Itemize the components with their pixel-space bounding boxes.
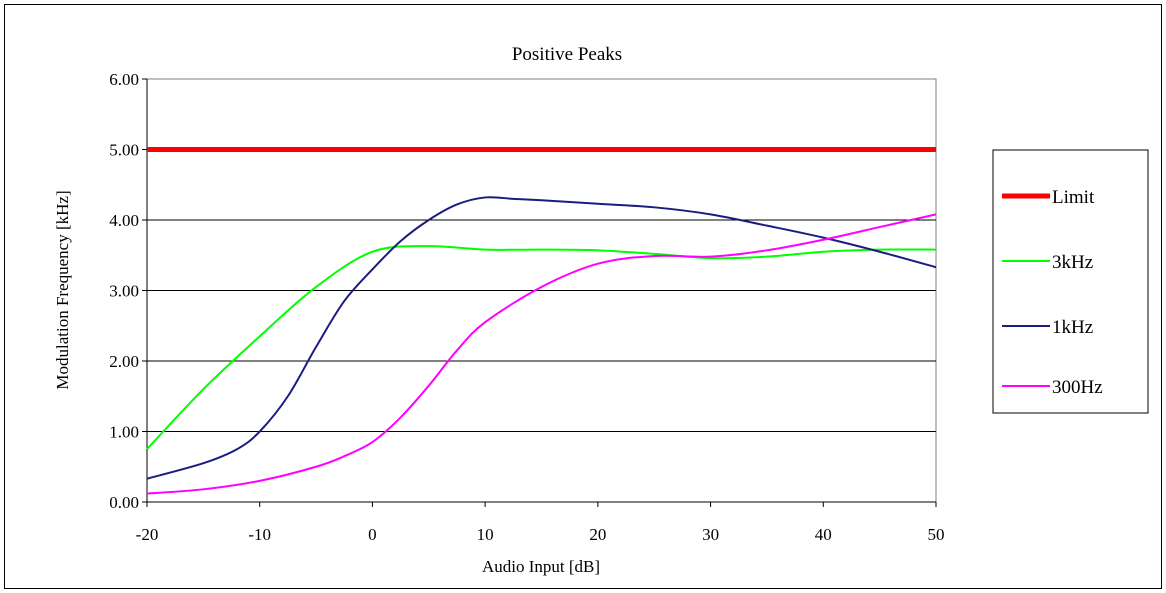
y-tick-label: 2.00 [109,352,139,371]
x-tick-label: 40 [815,525,832,544]
y-tick-label: 5.00 [109,141,139,160]
x-axis-ticks: -20 -10 0 10 20 30 40 50 [136,501,945,544]
x-tick-label: -10 [248,525,271,544]
x-axis-label: Audio Input [dB] [482,557,600,576]
y-tick-label: 1.00 [109,423,139,442]
y-tick-label: 4.00 [109,211,139,230]
x-tick-label: 50 [928,525,945,544]
x-tick-label: 20 [589,525,606,544]
x-tick-label: 0 [368,525,377,544]
y-tick-label: 6.00 [109,70,139,89]
series-line-3khz [146,245,937,450]
x-tick-label: 10 [477,525,494,544]
x-tick-label: 30 [702,525,719,544]
series-line-300hz [146,213,937,495]
legend: Limit 3kHz 1kHz 300Hz [1002,187,1103,398]
legend-label: 300Hz [1052,377,1103,398]
chart-title: Positive Peaks [512,44,622,65]
legend-label: 3kHz [1052,252,1093,273]
series-line-1khz [146,196,937,480]
y-tick-label: 0.00 [109,493,139,512]
y-axis-label: Modulation Frequency [kHz] [53,190,72,389]
series-lines [146,147,937,495]
legend-label: Limit [1052,187,1095,208]
y-tick-label: 3.00 [109,282,139,301]
x-tick-label: -20 [136,525,159,544]
legend-label: 1kHz [1052,317,1093,338]
